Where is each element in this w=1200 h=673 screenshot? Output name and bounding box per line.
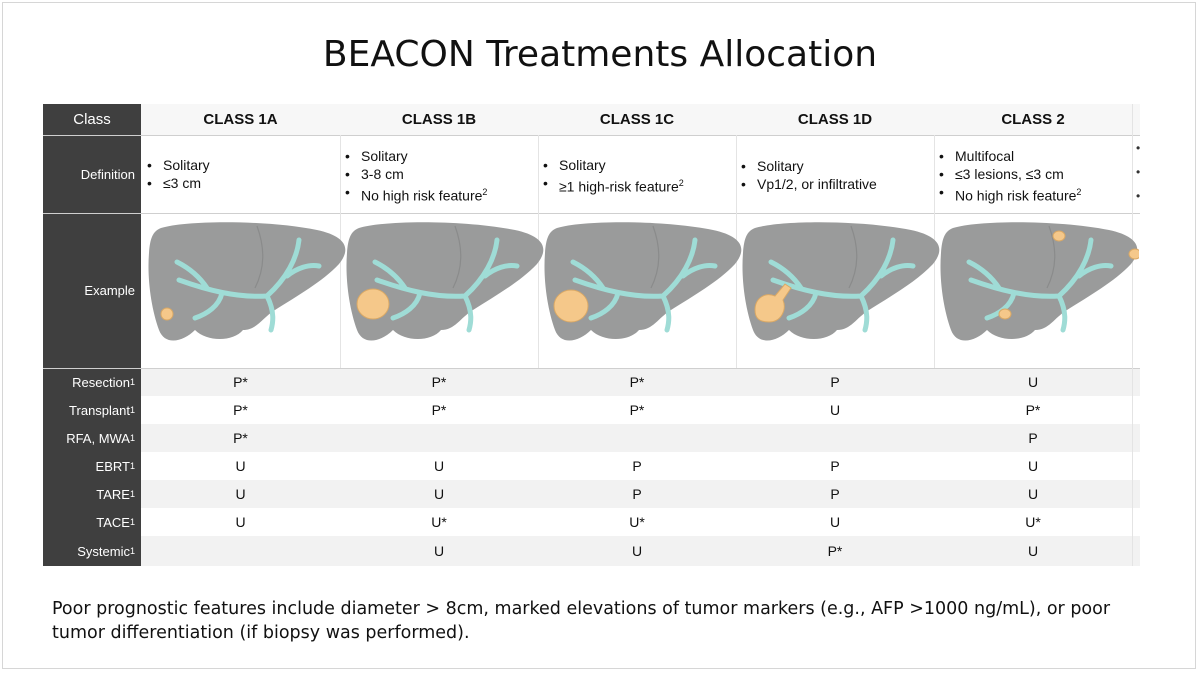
cell-transplant-2: P* bbox=[1025, 402, 1041, 418]
liver-illustration-2 bbox=[940, 222, 1139, 341]
systemic-label: Systemic 1 bbox=[77, 543, 135, 559]
definition-2: Multifocal ≤3 lesions, ≤3 cm No high ris… bbox=[936, 147, 1128, 205]
cell-tace-1b: U* bbox=[431, 514, 447, 530]
cell-resection-1d: P bbox=[830, 374, 840, 390]
definition-item: ≤3 lesions, ≤3 cm bbox=[936, 165, 1128, 183]
column-header-1d: CLASS 1D bbox=[797, 111, 873, 128]
definition-item: No high risk feature2 bbox=[342, 183, 534, 205]
header-row-background bbox=[141, 104, 1140, 135]
definition-1c: Solitary ≥1 high-risk feature2 bbox=[540, 156, 732, 196]
liver-illustration-1d bbox=[742, 222, 940, 341]
row-stripe bbox=[141, 368, 1140, 396]
cell-ebrt-1b: U bbox=[433, 458, 445, 474]
column-divider bbox=[1132, 104, 1133, 566]
column-header-1c: CLASS 1C bbox=[599, 111, 675, 128]
liver-illustration-1c bbox=[544, 222, 742, 341]
class-label: Class bbox=[73, 111, 111, 128]
definition-item: Solitary bbox=[540, 156, 732, 174]
cell-rfa-2: P bbox=[1028, 430, 1038, 446]
cell-rfa-1c bbox=[538, 424, 736, 452]
tace-label: TACE 1 bbox=[96, 514, 135, 530]
definition-1a: Solitary ≤3 cm bbox=[144, 156, 334, 192]
cell-systemic-1d: P* bbox=[827, 543, 843, 559]
definition-item: No high risk feature2 bbox=[936, 183, 1128, 205]
definition-1d: Solitary Vp1/2, or infiltrative bbox=[738, 157, 930, 193]
liver-illustration-1a bbox=[148, 222, 346, 341]
cell-transplant-1b: P* bbox=[431, 402, 447, 418]
row-stripe bbox=[141, 452, 1140, 480]
cell-tare-1b: U bbox=[433, 486, 445, 502]
row-divider bbox=[43, 213, 1140, 214]
row-stripe bbox=[141, 396, 1140, 424]
resection-label: Resection 1 bbox=[72, 374, 135, 390]
definition-item: ≥1 high-risk feature2 bbox=[540, 174, 732, 196]
tare-label: TARE 1 bbox=[96, 486, 135, 502]
row-divider bbox=[43, 135, 1140, 136]
cell-rfa-1a: P* bbox=[233, 430, 248, 446]
row-label-column bbox=[43, 104, 141, 566]
definition-item: Solitary bbox=[738, 157, 930, 175]
cell-transplant-1a: P* bbox=[233, 402, 248, 418]
cell-tare-2: U bbox=[1027, 486, 1039, 502]
cell-ebrt-1a: U bbox=[235, 458, 246, 474]
definition-item: ≤3 cm bbox=[144, 174, 334, 192]
cell-rfa-1b bbox=[340, 424, 538, 452]
cell-resection-2: U bbox=[1027, 374, 1039, 390]
transplant-label: Transplant 1 bbox=[69, 402, 135, 418]
ebrt-label: EBRT 1 bbox=[95, 458, 135, 474]
liver-illustration-1b bbox=[346, 222, 544, 341]
cell-systemic-1c: U bbox=[631, 543, 643, 559]
cell-resection-1c: P* bbox=[629, 374, 645, 390]
cell-systemic-1b: U bbox=[433, 543, 445, 559]
cell-rfa-1d bbox=[736, 424, 934, 452]
cell-tare-1a: U bbox=[235, 486, 246, 502]
cell-tace-2: U* bbox=[1025, 514, 1041, 530]
cell-transplant-1c: P* bbox=[629, 402, 645, 418]
cell-ebrt-1c: P bbox=[632, 458, 642, 474]
cell-resection-1a: P* bbox=[233, 374, 248, 390]
treatment-table: Class Definition Example Resection 1 Tran… bbox=[43, 104, 1140, 566]
row-stripe bbox=[141, 508, 1140, 536]
row-stripe bbox=[141, 424, 1140, 452]
column-header-1b: CLASS 1B bbox=[401, 111, 477, 128]
cell-tace-1c: U* bbox=[629, 514, 645, 530]
cell-ebrt-1d: P bbox=[830, 458, 840, 474]
example-label: Example bbox=[84, 283, 135, 298]
rfa-mwa-label: RFA, MWA 1 bbox=[66, 430, 135, 446]
column-header-2: CLASS 2 bbox=[1001, 111, 1065, 128]
definition-item: 3-8 cm bbox=[342, 165, 534, 183]
cut-off-bullets: • • • bbox=[1136, 141, 1141, 203]
slide-title: BEACON Treatments Allocation bbox=[322, 34, 878, 75]
definition-item: Multifocal bbox=[936, 147, 1128, 165]
definition-item: Vp1/2, or infiltrative bbox=[738, 175, 930, 193]
definition-label: Definition bbox=[80, 166, 135, 182]
cell-transplant-1d: U bbox=[829, 402, 841, 418]
footnote: Poor prognostic features include diamete… bbox=[52, 599, 1111, 643]
definition-item: Solitary bbox=[342, 147, 534, 165]
cell-resection-1b: P* bbox=[431, 374, 447, 390]
cell-tare-1d: P bbox=[830, 486, 840, 502]
cell-tace-1d: U bbox=[829, 514, 841, 530]
row-stripe bbox=[141, 480, 1140, 508]
column-header-1a: CLASS 1A bbox=[203, 111, 278, 128]
cell-tace-1a: U bbox=[235, 514, 246, 530]
cell-systemic-2: U bbox=[1027, 543, 1039, 559]
row-stripe bbox=[141, 536, 1140, 566]
row-divider bbox=[43, 368, 1140, 369]
cell-ebrt-2: U bbox=[1027, 458, 1039, 474]
cell-systemic-1a bbox=[141, 536, 340, 566]
definition-1b: Solitary 3-8 cm No high risk feature2 bbox=[342, 147, 534, 205]
cell-tare-1c: P bbox=[632, 486, 642, 502]
definition-item: Solitary bbox=[144, 156, 334, 174]
